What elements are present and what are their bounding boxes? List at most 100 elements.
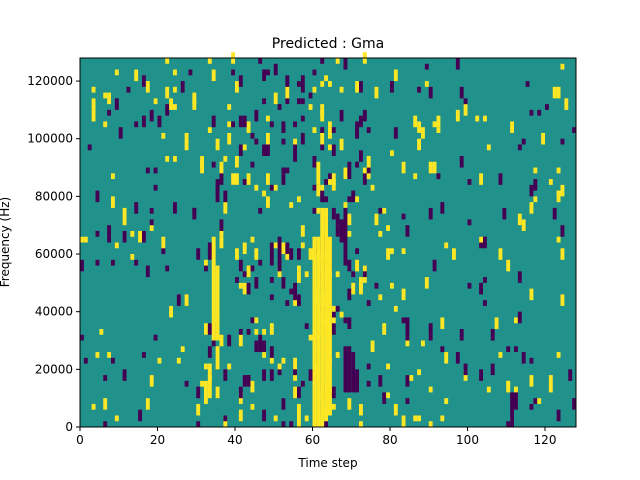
- heatmap-cell-low: [479, 282, 484, 295]
- heatmap-cell-low: [351, 363, 356, 370]
- heatmap-cell-high: [560, 63, 565, 70]
- heatmap-cell-low: [459, 156, 464, 168]
- heatmap-cell-low: [254, 340, 259, 353]
- heatmap-cell-high: [297, 196, 301, 203]
- heatmap-cell-low: [207, 346, 212, 358]
- heatmap-cell-high: [254, 328, 259, 335]
- heatmap-cell-high: [328, 144, 332, 151]
- heatmap-cell-low: [246, 375, 251, 381]
- heatmap-cell-low: [347, 317, 352, 329]
- heatmap-cell-high: [235, 248, 239, 255]
- heatmap-cell-high: [235, 156, 239, 168]
- heatmap-cell-high: [238, 282, 243, 289]
- x-axis: 0 20 40 60 80 100 120: [76, 427, 556, 447]
- heatmap-cells: [80, 52, 577, 427]
- heatmap-cell-high: [401, 288, 406, 301]
- heatmap-cell-low: [366, 380, 371, 387]
- heatmap-cell-high: [312, 86, 317, 93]
- heatmap-cell-low: [297, 81, 301, 87]
- heatmap-cell-low: [204, 265, 208, 272]
- heatmap-cell-high: [428, 161, 433, 174]
- heatmap-cell-high: [235, 173, 239, 185]
- heatmap-cell-low: [258, 58, 263, 64]
- heatmap-cell-low: [339, 219, 344, 243]
- heatmap-cell-high: [312, 242, 317, 255]
- heatmap-cell-low: [157, 115, 162, 128]
- heatmap-cell-low: [107, 236, 112, 243]
- heatmap-cell-low: [436, 173, 441, 180]
- heatmap-cell-high: [475, 115, 480, 122]
- x-tick-label: 40: [227, 433, 242, 447]
- heatmap-cell-low: [312, 207, 317, 214]
- heatmap-cell-low: [231, 69, 236, 76]
- x-tick-label: 80: [382, 433, 397, 447]
- heatmap-cell-high: [103, 92, 108, 99]
- heatmap-cell-low: [366, 363, 371, 370]
- heatmap-cell-low: [254, 277, 259, 289]
- heatmap-cell-low: [242, 115, 247, 128]
- heatmap-cell-high: [359, 421, 363, 427]
- heatmap-cell-high: [339, 138, 344, 151]
- heatmap-cell-high: [227, 132, 232, 145]
- heatmap-cell-high: [308, 104, 313, 110]
- heatmap-cell-low: [277, 104, 282, 110]
- heatmap-cell-low: [107, 225, 112, 237]
- heatmap-cell-low: [219, 219, 224, 231]
- x-tick-label: 120: [534, 433, 557, 447]
- chart-title: Predicted : Gma: [272, 36, 384, 52]
- heatmap-cell-low: [545, 104, 549, 110]
- heatmap-cell-low: [335, 305, 340, 312]
- heatmap-cell-low: [405, 375, 410, 387]
- heatmap-cell-low: [428, 86, 433, 99]
- heatmap-cell-high: [134, 69, 139, 82]
- heatmap-cell-high: [173, 69, 177, 76]
- heatmap-cell-low: [266, 69, 270, 76]
- heatmap-cell-low: [320, 144, 325, 151]
- y-tick-label: 40000: [35, 305, 73, 319]
- heatmap-cell-high: [316, 184, 321, 197]
- heatmap-cell-high: [335, 58, 340, 64]
- heatmap-cell-high: [211, 236, 216, 341]
- heatmap-cell-low: [556, 409, 561, 422]
- heatmap-cell-low: [188, 69, 193, 76]
- heatmap-cell-high: [494, 317, 499, 329]
- heatmap-cell-low: [111, 259, 115, 266]
- heatmap-cell-low: [498, 173, 503, 185]
- heatmap-cell-high: [285, 86, 290, 99]
- heatmap-cell-high: [316, 207, 321, 214]
- heatmap-cell-low: [242, 375, 247, 387]
- heatmap-cell-high: [262, 328, 267, 335]
- heatmap-cell-high: [107, 92, 112, 105]
- heatmap-cell-low: [285, 242, 290, 255]
- heatmap-cell-high: [103, 121, 108, 128]
- y-tick-label: 100000: [27, 132, 73, 146]
- heatmap-cell-high: [393, 403, 398, 416]
- heatmap-cell-high: [246, 173, 251, 185]
- heatmap-cell-high: [235, 81, 239, 93]
- heatmap-cell-high: [401, 415, 406, 427]
- heatmap-cell-low: [297, 248, 301, 260]
- heatmap-cell-low: [560, 225, 565, 237]
- heatmap-cell-low: [347, 259, 352, 272]
- heatmap-cell-low: [390, 81, 394, 93]
- heatmap-cell-low: [281, 138, 286, 145]
- heatmap-cell-low: [153, 167, 158, 174]
- heatmap-cell-high: [351, 282, 356, 295]
- heatmap-cell-low: [207, 242, 212, 255]
- heatmap-cell-high: [331, 173, 336, 185]
- heatmap-cell-high: [347, 213, 352, 226]
- heatmap-cell-high: [107, 352, 112, 358]
- heatmap-cell-high: [374, 86, 379, 99]
- y-tick-label: 20000: [35, 362, 73, 376]
- heatmap-cell-high: [355, 81, 360, 93]
- heatmap-cell-low: [467, 282, 472, 289]
- heatmap-cell-high: [331, 317, 336, 324]
- heatmap-cell-low: [351, 271, 356, 278]
- heatmap-cell-low: [300, 380, 305, 387]
- heatmap-cell-high: [297, 265, 301, 272]
- heatmap-cell-high: [428, 386, 433, 393]
- heatmap-cell-high: [386, 392, 391, 399]
- heatmap-cell-low: [378, 375, 383, 387]
- heatmap-cell-high: [506, 259, 511, 272]
- heatmap-cell-high: [285, 248, 290, 260]
